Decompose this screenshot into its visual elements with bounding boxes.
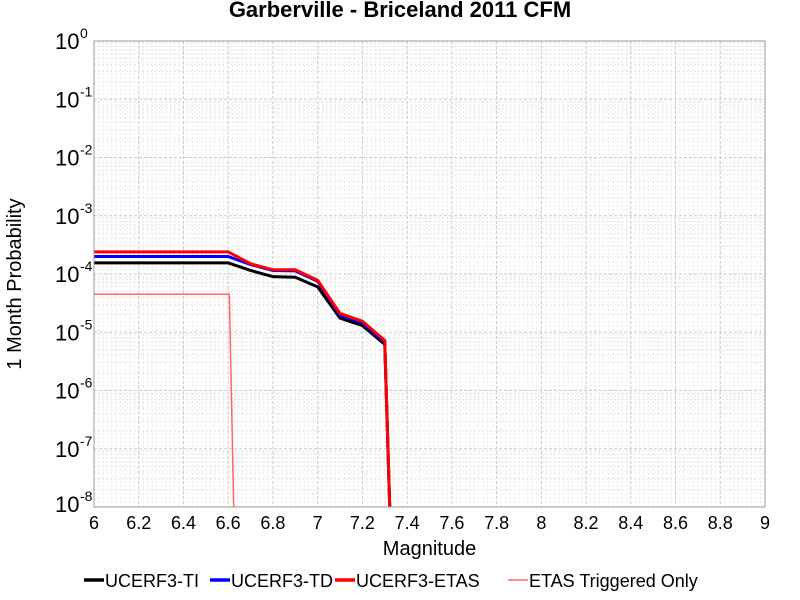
legend-item: ETAS Triggered Only: [508, 571, 698, 591]
y-tick-label: 10 -5: [55, 316, 93, 345]
x-tick-label: 7.4: [395, 513, 420, 533]
x-tick-label: 7.6: [439, 513, 464, 533]
legend-item: UCERF3-TD: [210, 571, 333, 591]
x-tick-label: 7.2: [350, 513, 375, 533]
y-tick-label: 10 -6: [55, 375, 93, 404]
x-tick-label: 9: [760, 513, 770, 533]
y-tick-exponent: -5: [80, 316, 93, 332]
chart-title: Garberville - Briceland 2011 CFM: [229, 0, 571, 22]
y-tick-exponent: -8: [80, 488, 93, 504]
x-tick-label: 6.6: [216, 513, 241, 533]
y-tick-label: 10 0: [55, 25, 88, 54]
x-tick-label: 6.2: [126, 513, 151, 533]
x-tick-label: 8: [536, 513, 546, 533]
x-tick-label: 8.8: [708, 513, 733, 533]
legend-item: UCERF3-ETAS: [335, 571, 480, 591]
legend-label: UCERF3-TI: [105, 571, 199, 591]
series-line-ucerf3-ti: [94, 261, 392, 507]
x-tick-labels: 6 6.2 6.4 6.6 6.8 7 7.2 7.4 7.6 7.8 8 8.2 8.4 8.6 8.8 9: [89, 513, 770, 533]
legend-label: ETAS Triggered Only: [529, 571, 698, 591]
x-tick-label: 8.4: [618, 513, 643, 533]
y-tick-exponent: -1: [80, 83, 93, 99]
series-lines: [94, 250, 392, 507]
x-tick-label: 6.8: [260, 513, 285, 533]
y-tick-base: 10: [55, 146, 79, 171]
y-tick-label: 10 -1: [55, 83, 93, 112]
x-tick-label: 6: [89, 513, 99, 533]
y-axis-label: 1 Month Probability: [4, 198, 26, 369]
series-line-ucerf3-etas: [94, 250, 392, 507]
y-tick-exponent: -6: [80, 375, 93, 391]
legend-label: UCERF3-TD: [231, 571, 333, 591]
series-line-etas-triggered-only: [94, 293, 235, 507]
y-tick-base: 10: [55, 204, 79, 229]
y-tick-label: 10 -2: [55, 142, 93, 171]
y-tick-base: 10: [55, 320, 79, 345]
x-tick-label: 8.2: [574, 513, 599, 533]
y-tick-base: 10: [55, 379, 79, 404]
y-tick-base: 10: [55, 87, 79, 112]
y-tick-exponent: -2: [80, 142, 93, 158]
y-tick-base: 10: [55, 262, 79, 287]
y-tick-label: 10 -3: [55, 200, 93, 229]
y-tick-exponent: 0: [80, 25, 88, 41]
x-tick-label: 6.4: [171, 513, 196, 533]
y-tick-exponent: -4: [80, 258, 93, 274]
legend-item: UCERF3-TI: [84, 571, 199, 591]
x-tick-label: 7.8: [484, 513, 509, 533]
y-tick-label: 10 -8: [55, 488, 93, 517]
y-tick-label: 10 -7: [55, 433, 93, 462]
plot-border: [93, 40, 766, 508]
x-tick-label: 8.6: [663, 513, 688, 533]
y-tick-exponent: -7: [80, 433, 93, 449]
grid-lines: [93, 40, 766, 508]
y-tick-label: 10 -4: [55, 258, 93, 287]
x-axis-label: Magnitude: [383, 538, 476, 560]
y-tick-exponent: -3: [80, 200, 93, 216]
y-tick-base: 10: [55, 29, 79, 54]
x-tick-label: 7: [313, 513, 323, 533]
legend-label: UCERF3-ETAS: [356, 571, 480, 591]
y-tick-base: 10: [55, 437, 79, 462]
legend: UCERF3-TI UCERF3-TD UCERF3-ETAS ETAS Trigge…: [84, 571, 698, 591]
y-tick-base: 10: [55, 492, 79, 517]
